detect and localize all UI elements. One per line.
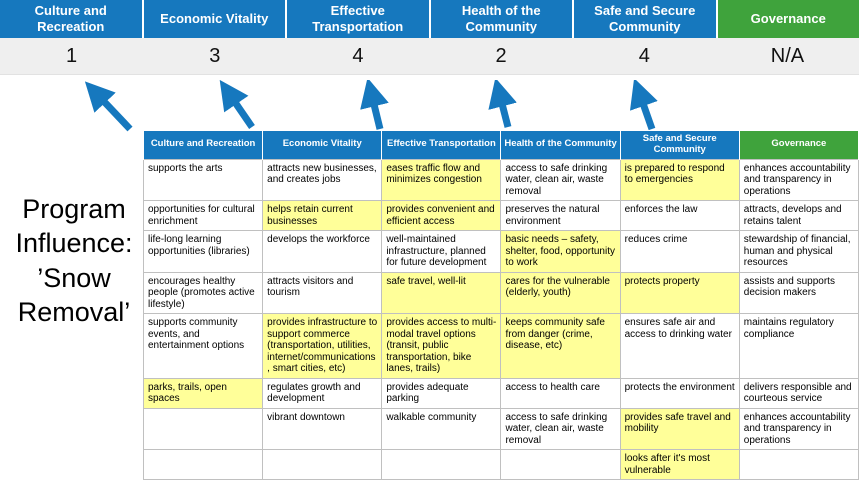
matrix-header-effective-transportation: Effective Transportation <box>382 131 501 160</box>
matrix-cell: well-maintained infrastructure, planned … <box>382 231 501 273</box>
top-header-economic-vitality: Economic Vitality <box>144 0 288 38</box>
matrix-cell: is prepared to respond to emergencies <box>620 159 739 201</box>
matrix-cell: provides adequate parking <box>382 378 501 408</box>
matrix-cell: enforces the law <box>620 201 739 231</box>
matrix-cell: provides infrastructure to support comme… <box>263 314 382 379</box>
arrows-layer <box>0 80 859 132</box>
matrix-cell: enhances accountability and transparency… <box>739 159 858 201</box>
matrix-cell: attracts new businesses, and creates job… <box>263 159 382 201</box>
top-header-culture-and-recreation: Culture and Recreation <box>0 0 144 38</box>
matrix-cell: keeps community safe from danger (crime,… <box>501 314 620 379</box>
matrix-cell: reduces crime <box>620 231 739 273</box>
matrix-header-culture-and-recreation: Culture and Recreation <box>144 131 263 160</box>
matrix-head: Culture and Recreation Economic Vitality… <box>144 131 859 160</box>
top-header-effective-transportation: Effective Transportation <box>287 0 431 38</box>
score-band: 1 3 4 2 4 N/A <box>0 38 859 75</box>
matrix-cell: enhances accountability and transparency… <box>739 408 858 450</box>
matrix-cell: eases traffic flow and minimizes congest… <box>382 159 501 201</box>
matrix-cell: encourages healthy people (promotes acti… <box>144 272 263 314</box>
category-header-band: Culture and Recreation Economic Vitality… <box>0 0 859 38</box>
score-effective-transportation: 4 <box>286 38 429 74</box>
matrix-cell: opportunities for cultural enrichment <box>144 201 263 231</box>
matrix-cell <box>144 408 263 450</box>
matrix-cell: provides safe travel and mobility <box>620 408 739 450</box>
score-health-of-the-community: 2 <box>430 38 573 74</box>
matrix-cell: cares for the vulnerable (elderly, youth… <box>501 272 620 314</box>
matrix-cell: life-long learning opportunities (librar… <box>144 231 263 273</box>
table-row: supports community events, and entertain… <box>144 314 859 379</box>
matrix-cell: stewardship of financial, human and phys… <box>739 231 858 273</box>
program-influence-matrix: Culture and Recreation Economic Vitality… <box>143 130 859 480</box>
matrix-header-row: Culture and Recreation Economic Vitality… <box>144 131 859 160</box>
top-header-governance: Governance <box>718 0 859 38</box>
matrix-cell: maintains regulatory compliance <box>739 314 858 379</box>
matrix-cell: provides access to multi-modal travel op… <box>382 314 501 379</box>
score-governance: N/A <box>716 38 859 74</box>
matrix-cell: walkable community <box>382 408 501 450</box>
up-arrow-icon <box>95 92 130 129</box>
matrix-cell: attracts visitors and tourism <box>263 272 382 314</box>
matrix-cell: assists and supports decision makers <box>739 272 858 314</box>
score-economic-vitality: 3 <box>143 38 286 74</box>
matrix-cell: safe travel, well-lit <box>382 272 501 314</box>
matrix-cell: develops the workforce <box>263 231 382 273</box>
matrix-header-safe-and-secure-community: Safe and Secure Community <box>620 131 739 160</box>
matrix-cell: protects property <box>620 272 739 314</box>
table-row: life-long learning opportunities (librar… <box>144 231 859 273</box>
matrix-cell: regulates growth and development <box>263 378 382 408</box>
score-culture-and-recreation: 1 <box>0 38 143 74</box>
matrix-cell: attracts, develops and retains talent <box>739 201 858 231</box>
matrix-cell: supports the arts <box>144 159 263 201</box>
up-arrow-icon <box>371 92 380 129</box>
matrix-cell: access to health care <box>501 378 620 408</box>
top-header-safe-and-secure-community: Safe and Secure Community <box>574 0 718 38</box>
matrix-cell: preserves the natural environment <box>501 201 620 231</box>
matrix-header-governance: Governance <box>739 131 858 160</box>
matrix-cell: protects the environment <box>620 378 739 408</box>
matrix-header-health-of-the-community: Health of the Community <box>501 131 620 160</box>
matrix-cell: access to safe drinking water, clean air… <box>501 408 620 450</box>
matrix-cell: vibrant downtown <box>263 408 382 450</box>
matrix-cell: ensures safe air and access to drinking … <box>620 314 739 379</box>
matrix-cell: supports community events, and entertain… <box>144 314 263 379</box>
matrix-cell: parks, trails, open spaces <box>144 378 263 408</box>
score-safe-and-secure-community: 4 <box>573 38 716 74</box>
matrix-cell: delivers responsible and courteous servi… <box>739 378 858 408</box>
up-arrow-icon <box>499 92 508 127</box>
matrix-cell: basic needs – safety, shelter, food, opp… <box>501 231 620 273</box>
top-header-health-of-the-community: Health of the Community <box>431 0 575 38</box>
table-row: encourages healthy people (promotes acti… <box>144 272 859 314</box>
matrix-cell: provides convenient and efficient access <box>382 201 501 231</box>
program-influence-label: Program Influence: ’Snow Removal’ <box>0 192 148 329</box>
matrix-header-economic-vitality: Economic Vitality <box>263 131 382 160</box>
matrix-cell: helps retain current businesses <box>263 201 382 231</box>
matrix-cell: access to safe drinking water, clean air… <box>501 159 620 201</box>
up-arrow-icon <box>228 92 252 127</box>
up-arrow-icon <box>639 92 652 129</box>
